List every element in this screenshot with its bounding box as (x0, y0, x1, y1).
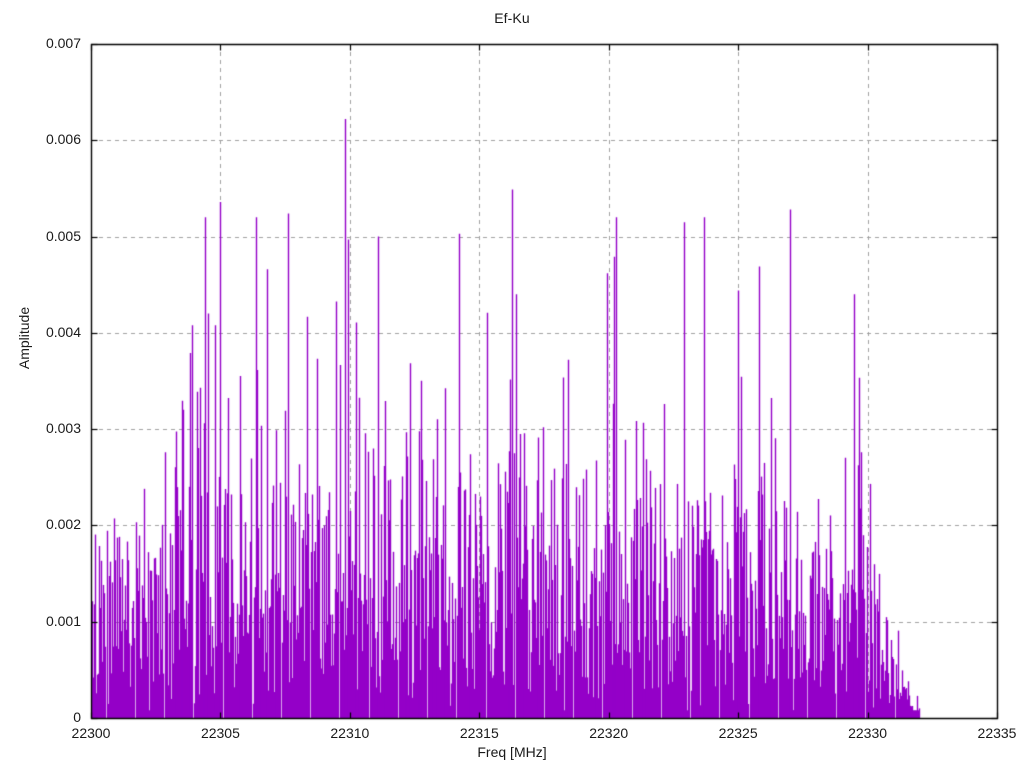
x-tick-label: 22325 (718, 725, 758, 741)
y-tick-label: 0.005 (45, 227, 81, 244)
x-tick-label: 22315 (459, 725, 499, 741)
x-tick-label: 22310 (330, 725, 370, 741)
x-tick-label: 22305 (200, 725, 240, 741)
y-tick-label: 0.002 (45, 516, 81, 533)
x-tick-label: 22330 (848, 725, 888, 741)
x-tick-label: 22335 (977, 725, 1017, 741)
y-tick-label: 0 (73, 709, 81, 725)
y-tick-label: 0.003 (45, 420, 81, 437)
x-tick-label: 22300 (71, 725, 111, 741)
y-tick-label: 0.004 (45, 323, 81, 340)
y-tick-label: 0.006 (45, 131, 81, 148)
x-tick-label: 22320 (589, 725, 629, 741)
y-tick-label: 0.007 (45, 35, 81, 51)
y-tick-label: 0.001 (45, 612, 81, 629)
